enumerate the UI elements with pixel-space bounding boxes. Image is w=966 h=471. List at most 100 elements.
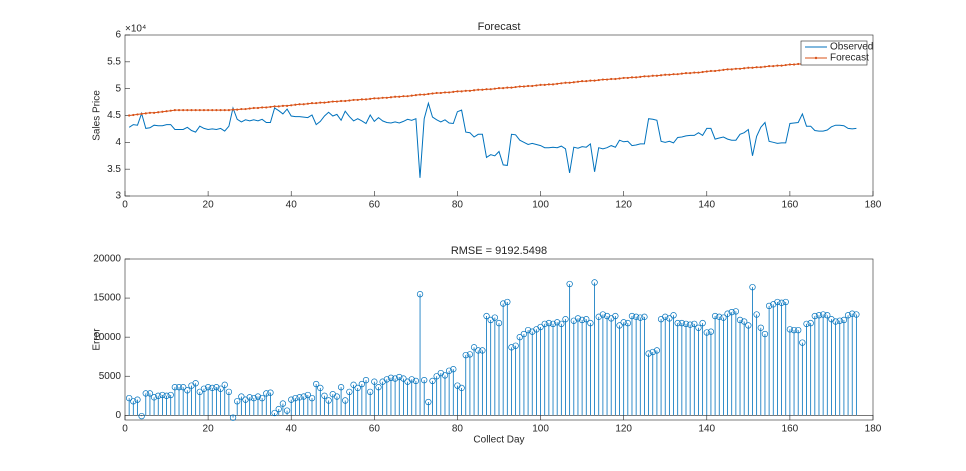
stem-marker xyxy=(832,318,839,325)
stem-marker xyxy=(234,398,241,405)
x-tick-label: 160 xyxy=(782,424,799,435)
stem-marker xyxy=(815,312,823,319)
series-marker xyxy=(556,82,559,85)
series-marker xyxy=(360,98,363,101)
title: RMSE = 9192.5498 xyxy=(451,245,547,257)
series-marker xyxy=(531,84,534,88)
stem-marker xyxy=(126,394,133,402)
y-tick-label: 3 xyxy=(115,191,121,202)
series-marker xyxy=(207,109,210,112)
stem-marker xyxy=(811,312,818,320)
series-marker xyxy=(219,109,222,112)
series-marker xyxy=(152,111,156,114)
subplot: RMSE = 9192.5498 Error Collect Day 0 20 40 60 8… xyxy=(92,245,882,446)
y-exponent: ×10⁴ xyxy=(125,24,146,35)
stem-marker xyxy=(450,366,457,373)
series-marker xyxy=(331,100,334,103)
stem-marker xyxy=(720,314,727,321)
stem-marker xyxy=(458,384,465,392)
stem-marker xyxy=(412,377,420,385)
series-marker xyxy=(626,76,629,80)
stem-marker xyxy=(333,393,341,400)
stem-marker xyxy=(724,310,731,317)
stem-marker xyxy=(130,398,137,405)
legend-label: Observed xyxy=(830,42,873,53)
y-tick-label: 4.5 xyxy=(107,110,121,121)
stem-marker xyxy=(441,372,449,379)
stem-marker xyxy=(637,314,644,321)
series-marker xyxy=(659,74,663,77)
stem-marker xyxy=(678,319,685,327)
series-marker xyxy=(697,71,700,74)
stem-marker xyxy=(433,373,440,380)
stem-marker xyxy=(520,330,528,338)
series-marker xyxy=(348,99,351,102)
stem-marker xyxy=(524,326,532,334)
stem-marker xyxy=(296,394,303,401)
stem-marker xyxy=(229,414,237,421)
y-tick-label: 0 xyxy=(115,410,121,421)
series-marker xyxy=(319,101,322,104)
series-marker xyxy=(780,64,783,67)
x-tick-label: 60 xyxy=(369,424,381,435)
series-marker xyxy=(568,81,571,84)
series-marker xyxy=(722,68,725,71)
stem-marker xyxy=(246,394,253,401)
series-marker xyxy=(448,91,451,94)
series-marker xyxy=(327,100,330,104)
series-marker xyxy=(472,89,476,92)
series-marker xyxy=(639,75,642,78)
series-marker xyxy=(389,96,393,99)
legend-marker xyxy=(814,56,818,60)
series-marker xyxy=(165,110,168,113)
series-marker xyxy=(148,111,152,114)
y-tick-label: 3.5 xyxy=(107,164,121,175)
series-marker xyxy=(539,83,542,87)
y-tick-label: 15000 xyxy=(93,293,121,304)
series-marker xyxy=(597,78,600,82)
stem-marker xyxy=(649,348,656,356)
y-tick-label: 10000 xyxy=(93,332,121,343)
y-tick-label: 5.5 xyxy=(107,56,121,67)
x-tick-label: 40 xyxy=(286,200,298,211)
series-marker xyxy=(743,67,746,70)
series-marker xyxy=(381,96,384,99)
stem-marker xyxy=(346,388,353,396)
stem-marker xyxy=(425,398,432,406)
series-marker xyxy=(643,75,646,78)
stem-marker xyxy=(504,298,511,306)
series-marker xyxy=(418,93,422,96)
stem-marker xyxy=(367,388,374,396)
stem-marker xyxy=(171,384,179,391)
stem-marker xyxy=(824,312,831,319)
series-line xyxy=(128,101,857,178)
series-marker xyxy=(310,102,314,105)
series-marker xyxy=(431,92,434,95)
stem-marker xyxy=(512,342,519,349)
stem-marker xyxy=(849,310,856,317)
stem-marker xyxy=(728,308,735,316)
stem-marker xyxy=(200,385,208,392)
stem-marker xyxy=(142,390,149,397)
stem-marker xyxy=(155,392,162,399)
series-marker xyxy=(169,109,172,112)
stem-marker xyxy=(325,397,332,404)
stem-marker xyxy=(765,302,773,310)
stem-marker xyxy=(400,375,407,382)
series-marker xyxy=(564,81,567,84)
x-tick-label: 40 xyxy=(286,424,298,435)
stem-marker xyxy=(516,334,523,341)
series-marker xyxy=(485,88,488,91)
stem-marker xyxy=(500,300,507,307)
stem-marker xyxy=(786,326,794,333)
series-marker xyxy=(747,66,750,69)
stem-marker xyxy=(803,320,810,328)
stem-marker xyxy=(362,376,370,384)
stem-marker xyxy=(691,320,698,328)
series-marker xyxy=(140,112,143,115)
series-marker xyxy=(256,106,260,110)
stem-marker xyxy=(732,308,740,315)
stem-marker xyxy=(396,373,403,381)
series-marker xyxy=(443,91,447,94)
x-tick-label: 80 xyxy=(452,424,464,435)
